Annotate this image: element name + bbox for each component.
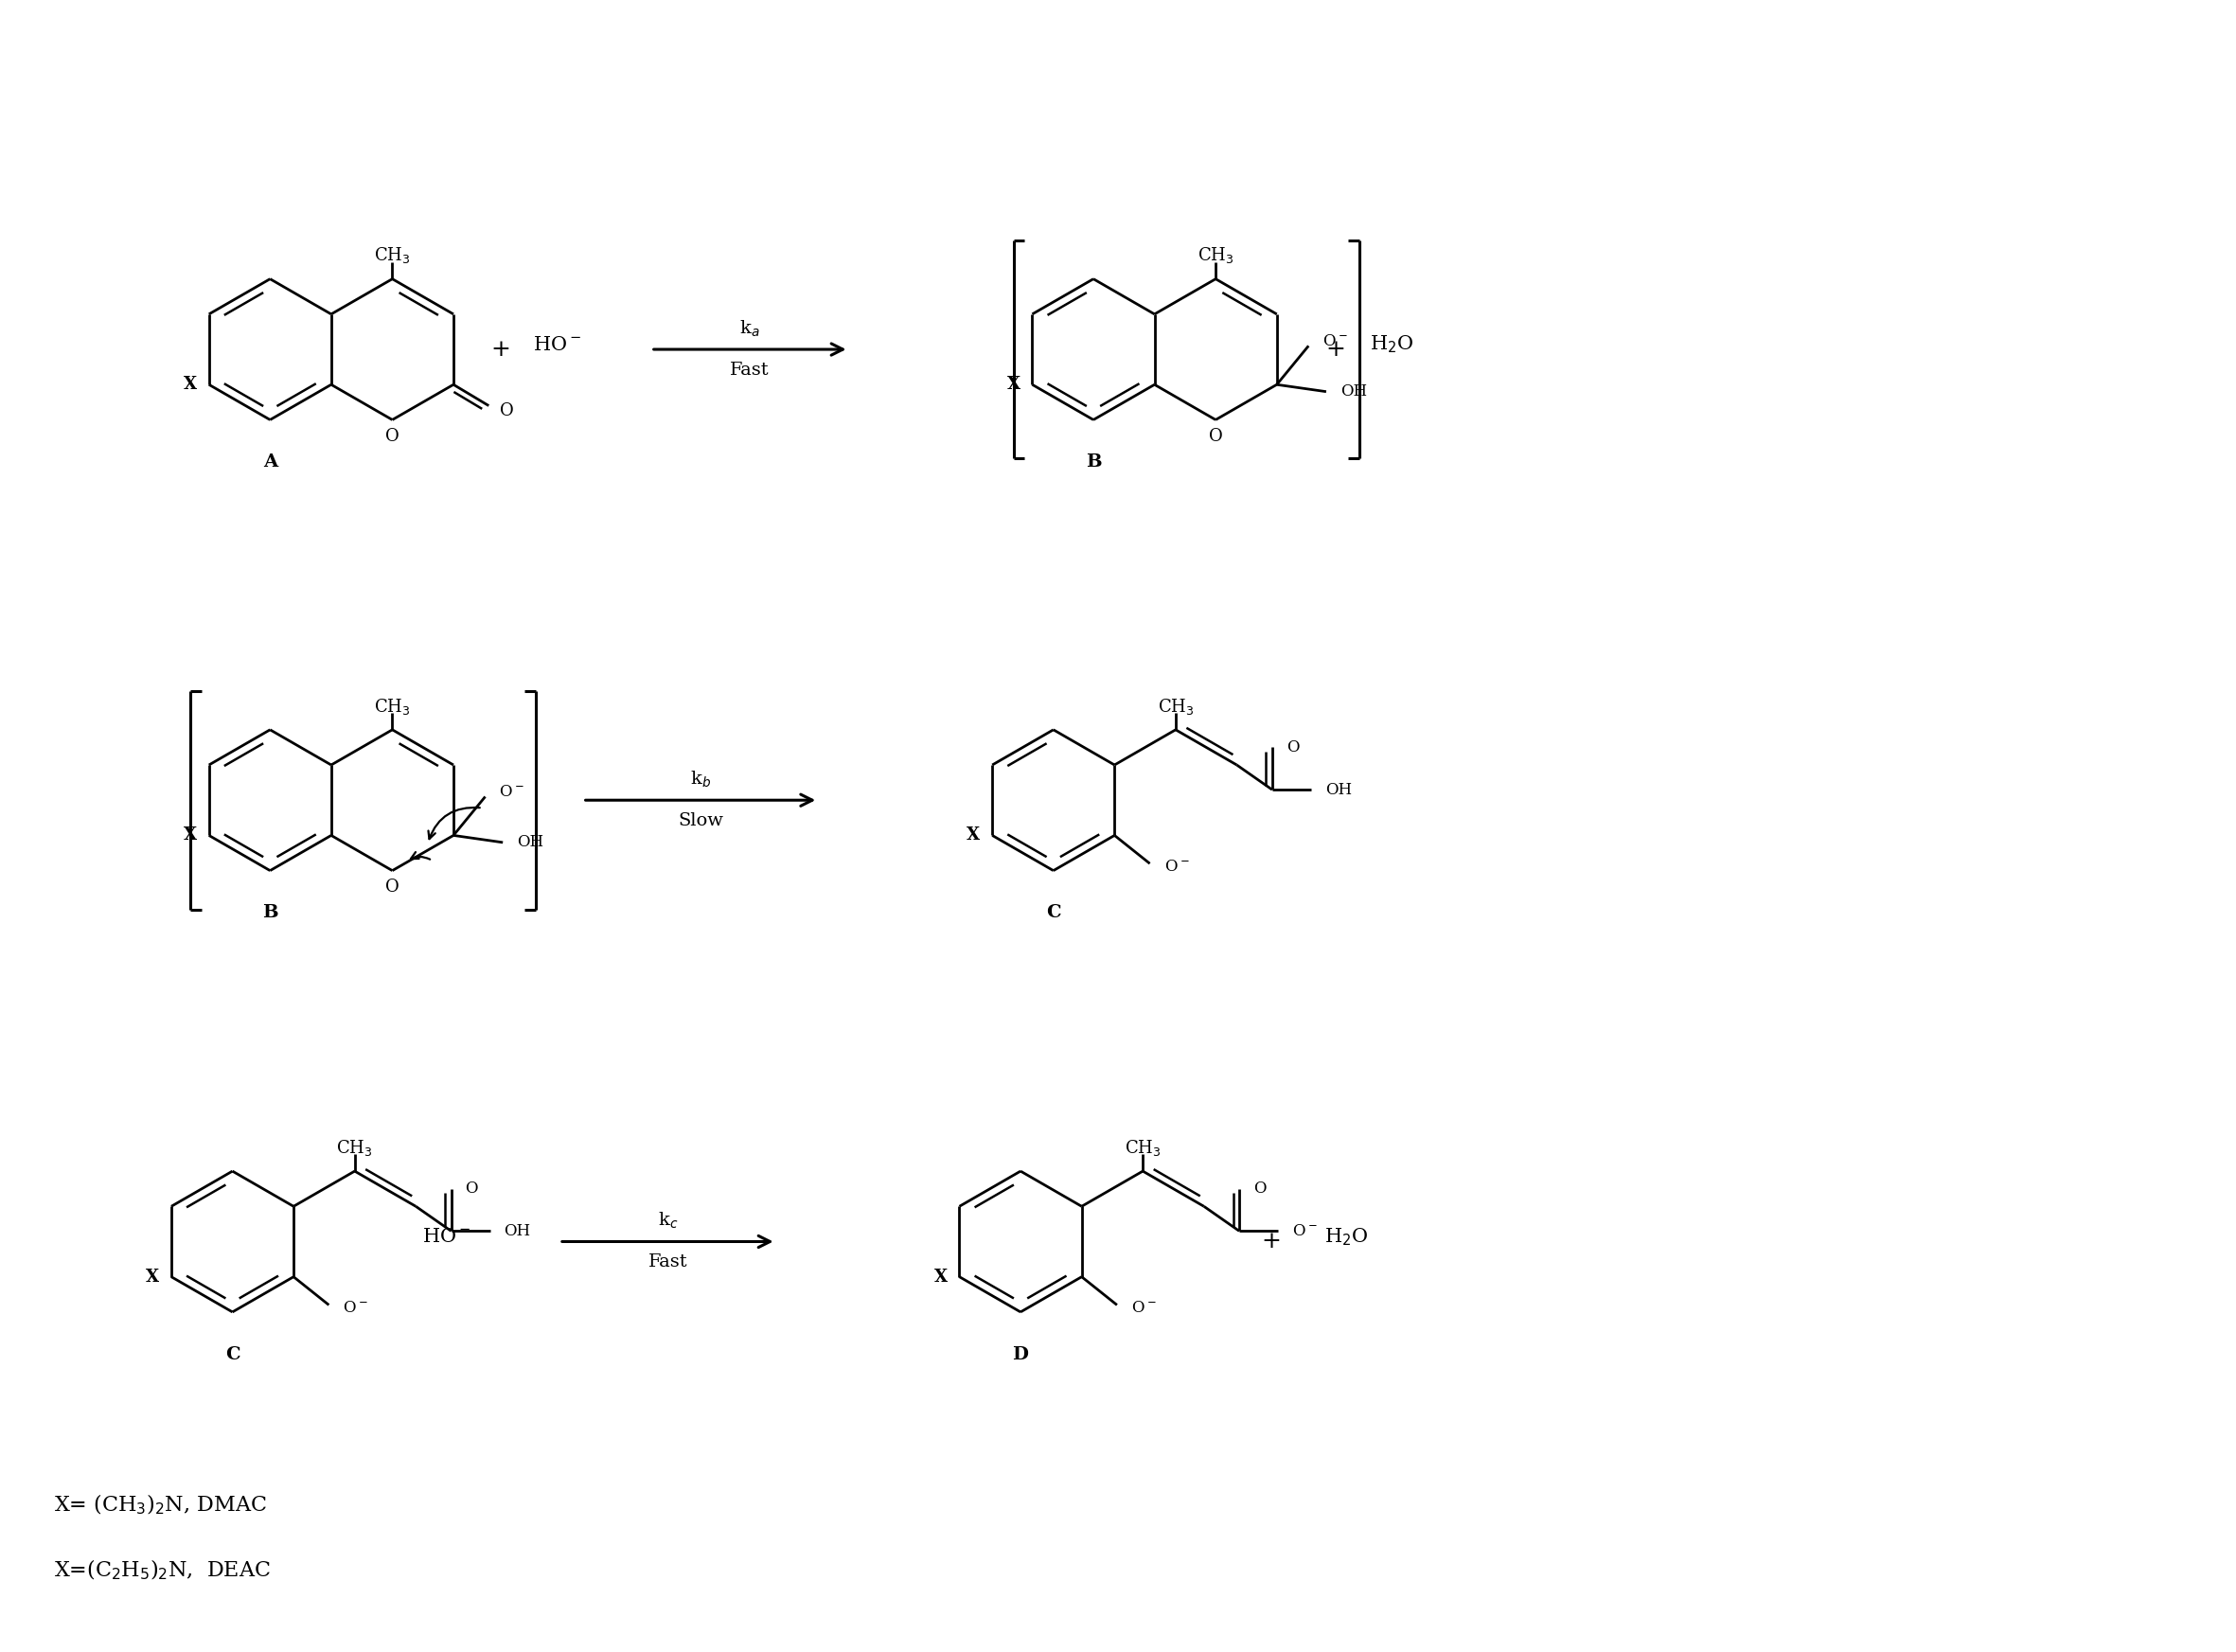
Text: O: O	[501, 401, 514, 420]
Text: C: C	[1046, 904, 1060, 922]
Text: O: O	[385, 879, 400, 895]
Text: O: O	[385, 428, 400, 446]
Text: O$^-$: O$^-$	[1292, 1222, 1317, 1239]
Text: CH$_3$: CH$_3$	[1158, 695, 1194, 717]
Text: O: O	[1210, 428, 1223, 446]
Text: X=(C$_2$H$_5$)$_2$N,  DEAC: X=(C$_2$H$_5$)$_2$N, DEAC	[54, 1558, 271, 1583]
Text: OH: OH	[503, 1222, 530, 1239]
Text: CH$_3$: CH$_3$	[1196, 246, 1234, 266]
Text: O$^-$: O$^-$	[499, 785, 525, 800]
Text: X: X	[1006, 377, 1020, 393]
Text: B: B	[1084, 454, 1102, 471]
Text: Fast: Fast	[648, 1254, 686, 1270]
Text: X: X	[145, 1269, 159, 1285]
Text: O$^-$: O$^-$	[1131, 1300, 1156, 1317]
Text: Slow: Slow	[678, 813, 722, 829]
Text: O: O	[465, 1181, 479, 1196]
Text: O$^-$: O$^-$	[1165, 859, 1190, 874]
Text: O: O	[1286, 740, 1299, 755]
Text: HO$^-$: HO$^-$	[423, 1227, 472, 1246]
Text: A: A	[264, 454, 277, 471]
Text: CH$_3$: CH$_3$	[1125, 1138, 1160, 1158]
Text: B: B	[262, 904, 277, 922]
Text: OH: OH	[1339, 383, 1366, 400]
Text: O$^-$: O$^-$	[342, 1300, 369, 1317]
Text: D: D	[1013, 1346, 1029, 1363]
Text: k$_c$: k$_c$	[657, 1211, 678, 1231]
Text: OH: OH	[1326, 781, 1351, 798]
Text: X: X	[966, 828, 979, 844]
Text: CH$_3$: CH$_3$	[373, 246, 411, 266]
Text: k$_a$: k$_a$	[740, 319, 760, 339]
Text: HO$^-$: HO$^-$	[532, 335, 581, 354]
Text: CH$_3$: CH$_3$	[335, 1138, 373, 1158]
Text: X: X	[935, 1269, 948, 1285]
Text: X: X	[183, 377, 197, 393]
Text: k$_b$: k$_b$	[691, 770, 711, 790]
Text: X= (CH$_3$)$_2$N, DMAC: X= (CH$_3$)$_2$N, DMAC	[54, 1493, 266, 1517]
Text: C: C	[226, 1346, 239, 1363]
Text: H$_2$O: H$_2$O	[1324, 1226, 1368, 1247]
Text: CH$_3$: CH$_3$	[373, 695, 411, 717]
Text: Fast: Fast	[731, 362, 769, 378]
Text: O: O	[1254, 1181, 1266, 1196]
Text: +: +	[1261, 1231, 1281, 1252]
Text: X: X	[183, 828, 197, 844]
Text: +: +	[490, 339, 510, 360]
Text: OH: OH	[517, 834, 543, 851]
Text: O$^-$: O$^-$	[1324, 334, 1348, 349]
Text: H$_2$O: H$_2$O	[1371, 334, 1413, 355]
Text: +: +	[1326, 339, 1346, 360]
